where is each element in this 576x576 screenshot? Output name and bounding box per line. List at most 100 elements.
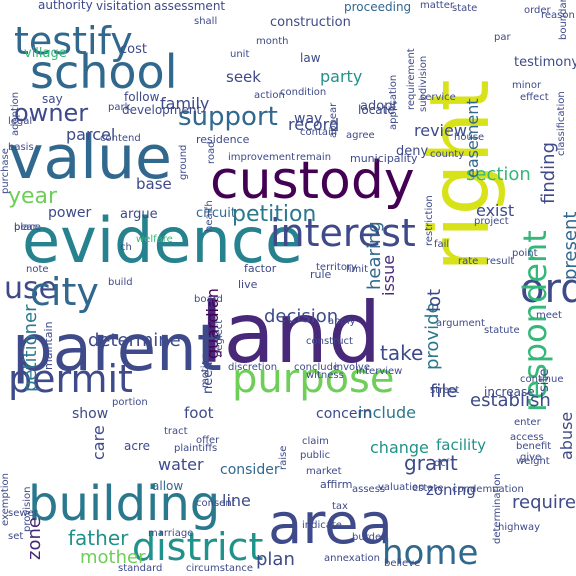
- word-dcf: dcf: [434, 458, 450, 469]
- word-neglect: neglect: [214, 320, 225, 357]
- word-condition: condition: [280, 87, 326, 98]
- word-evidence: evidence: [22, 204, 303, 277]
- word-line: line: [222, 491, 251, 510]
- word-offer: offer: [196, 435, 220, 446]
- word-burden: burden: [352, 532, 387, 543]
- word-application: application: [388, 75, 399, 130]
- word-exist: exist: [476, 201, 514, 220]
- word-easement: easement: [463, 98, 482, 178]
- word-access: access: [510, 432, 544, 443]
- word-rate: rate: [458, 256, 478, 267]
- word-facility: facility: [436, 436, 486, 454]
- word-assessment: assessment: [154, 0, 225, 13]
- word-improvement: improvement: [228, 152, 295, 163]
- word-contain: contain: [300, 127, 337, 138]
- word-municipality: municipality: [350, 152, 418, 165]
- word-continue: continue: [520, 374, 563, 385]
- word-ordinance: ordinance: [520, 266, 576, 312]
- word-involve: involve: [334, 362, 370, 373]
- word-note: note: [26, 264, 49, 275]
- word-change: change: [370, 438, 429, 457]
- word-assess: assess: [352, 484, 385, 495]
- word-witness: witness: [306, 370, 344, 381]
- word-increase: increase: [484, 385, 535, 399]
- word-foot: foot: [184, 404, 214, 422]
- word-sewer: sewer: [8, 508, 39, 519]
- word-bear: bear: [14, 222, 38, 233]
- word-tract: tract: [164, 426, 188, 437]
- word-matter: matter: [420, 0, 455, 11]
- word-petition: petition: [232, 202, 316, 227]
- word-permit: permit: [8, 357, 133, 401]
- word-public: public: [300, 450, 330, 461]
- word-say: say: [42, 92, 63, 106]
- word-reason: reason: [541, 10, 575, 21]
- word-welfare: welfare: [136, 234, 173, 245]
- word-estate: estate: [412, 483, 443, 494]
- word-support: support: [178, 102, 278, 132]
- word-maintain: maintain: [42, 321, 55, 370]
- word-record: record: [288, 115, 339, 134]
- word-agree: agree: [346, 130, 375, 141]
- word-guardian: guardian: [203, 288, 222, 359]
- word-conclude: conclude: [294, 362, 339, 373]
- word-parent: parent: [12, 312, 222, 386]
- word-benefit: benefit: [516, 441, 551, 452]
- word-custody: custody: [210, 151, 415, 211]
- word-circumstance: circumstance: [186, 563, 253, 574]
- word-district: district: [132, 525, 263, 569]
- word-locate: locate: [358, 103, 395, 117]
- word-argue: argue: [120, 207, 158, 222]
- word-rule: rule: [310, 268, 332, 281]
- word-power: power: [48, 205, 92, 221]
- word-provision: provision: [22, 487, 33, 533]
- word-result: result: [486, 256, 514, 267]
- word-classification: classification: [556, 91, 567, 156]
- word-construct: construct: [306, 336, 353, 347]
- word-fail: fail: [434, 239, 449, 250]
- word-seek: seek: [226, 68, 261, 86]
- word-testify: testify: [14, 19, 133, 63]
- word-effect: effect: [520, 92, 549, 103]
- word-way: way: [294, 111, 322, 127]
- word-file: file: [430, 381, 457, 402]
- word-building: building: [28, 476, 220, 532]
- word-include: include: [358, 403, 416, 422]
- word-meet: meet: [536, 310, 562, 321]
- word-limit: limit: [346, 264, 368, 275]
- word-contend: contend: [100, 133, 141, 144]
- word-condemnation: condemnation: [452, 484, 524, 495]
- word-site: site: [537, 369, 552, 392]
- word-par: par: [494, 32, 511, 43]
- word-determination: determination: [492, 473, 503, 544]
- word-restriction: restriction: [424, 195, 435, 246]
- word-city: city: [30, 270, 99, 314]
- word-motion: motion: [200, 353, 211, 388]
- word-right: right: [413, 79, 508, 272]
- word-zone: zone: [24, 517, 45, 560]
- word-area: area: [268, 492, 393, 557]
- word-portion: portion: [112, 397, 148, 408]
- word-territory: territory: [316, 262, 357, 273]
- word-shall: shall: [194, 16, 217, 27]
- word-follow: follow: [124, 90, 160, 104]
- word-county: county: [430, 149, 464, 160]
- word-legal: legal: [8, 116, 32, 127]
- word-point: point: [512, 248, 538, 259]
- word-parcel: parcel: [66, 125, 115, 144]
- word-school: school: [30, 45, 177, 99]
- word-road: road: [206, 142, 217, 165]
- word-order: order: [524, 5, 552, 16]
- word-consider: consider: [220, 462, 280, 478]
- word-month: month: [256, 36, 288, 47]
- word-apply: apply: [328, 316, 356, 327]
- word-base: base: [136, 175, 172, 193]
- word-basis: basis: [8, 142, 34, 153]
- word-give: give: [520, 452, 541, 463]
- word-standard: standard: [118, 563, 162, 574]
- word-annexation: annexation: [324, 553, 380, 564]
- word-review: review: [414, 121, 467, 140]
- word-require: require: [512, 492, 576, 513]
- word-appear: appear: [328, 102, 339, 138]
